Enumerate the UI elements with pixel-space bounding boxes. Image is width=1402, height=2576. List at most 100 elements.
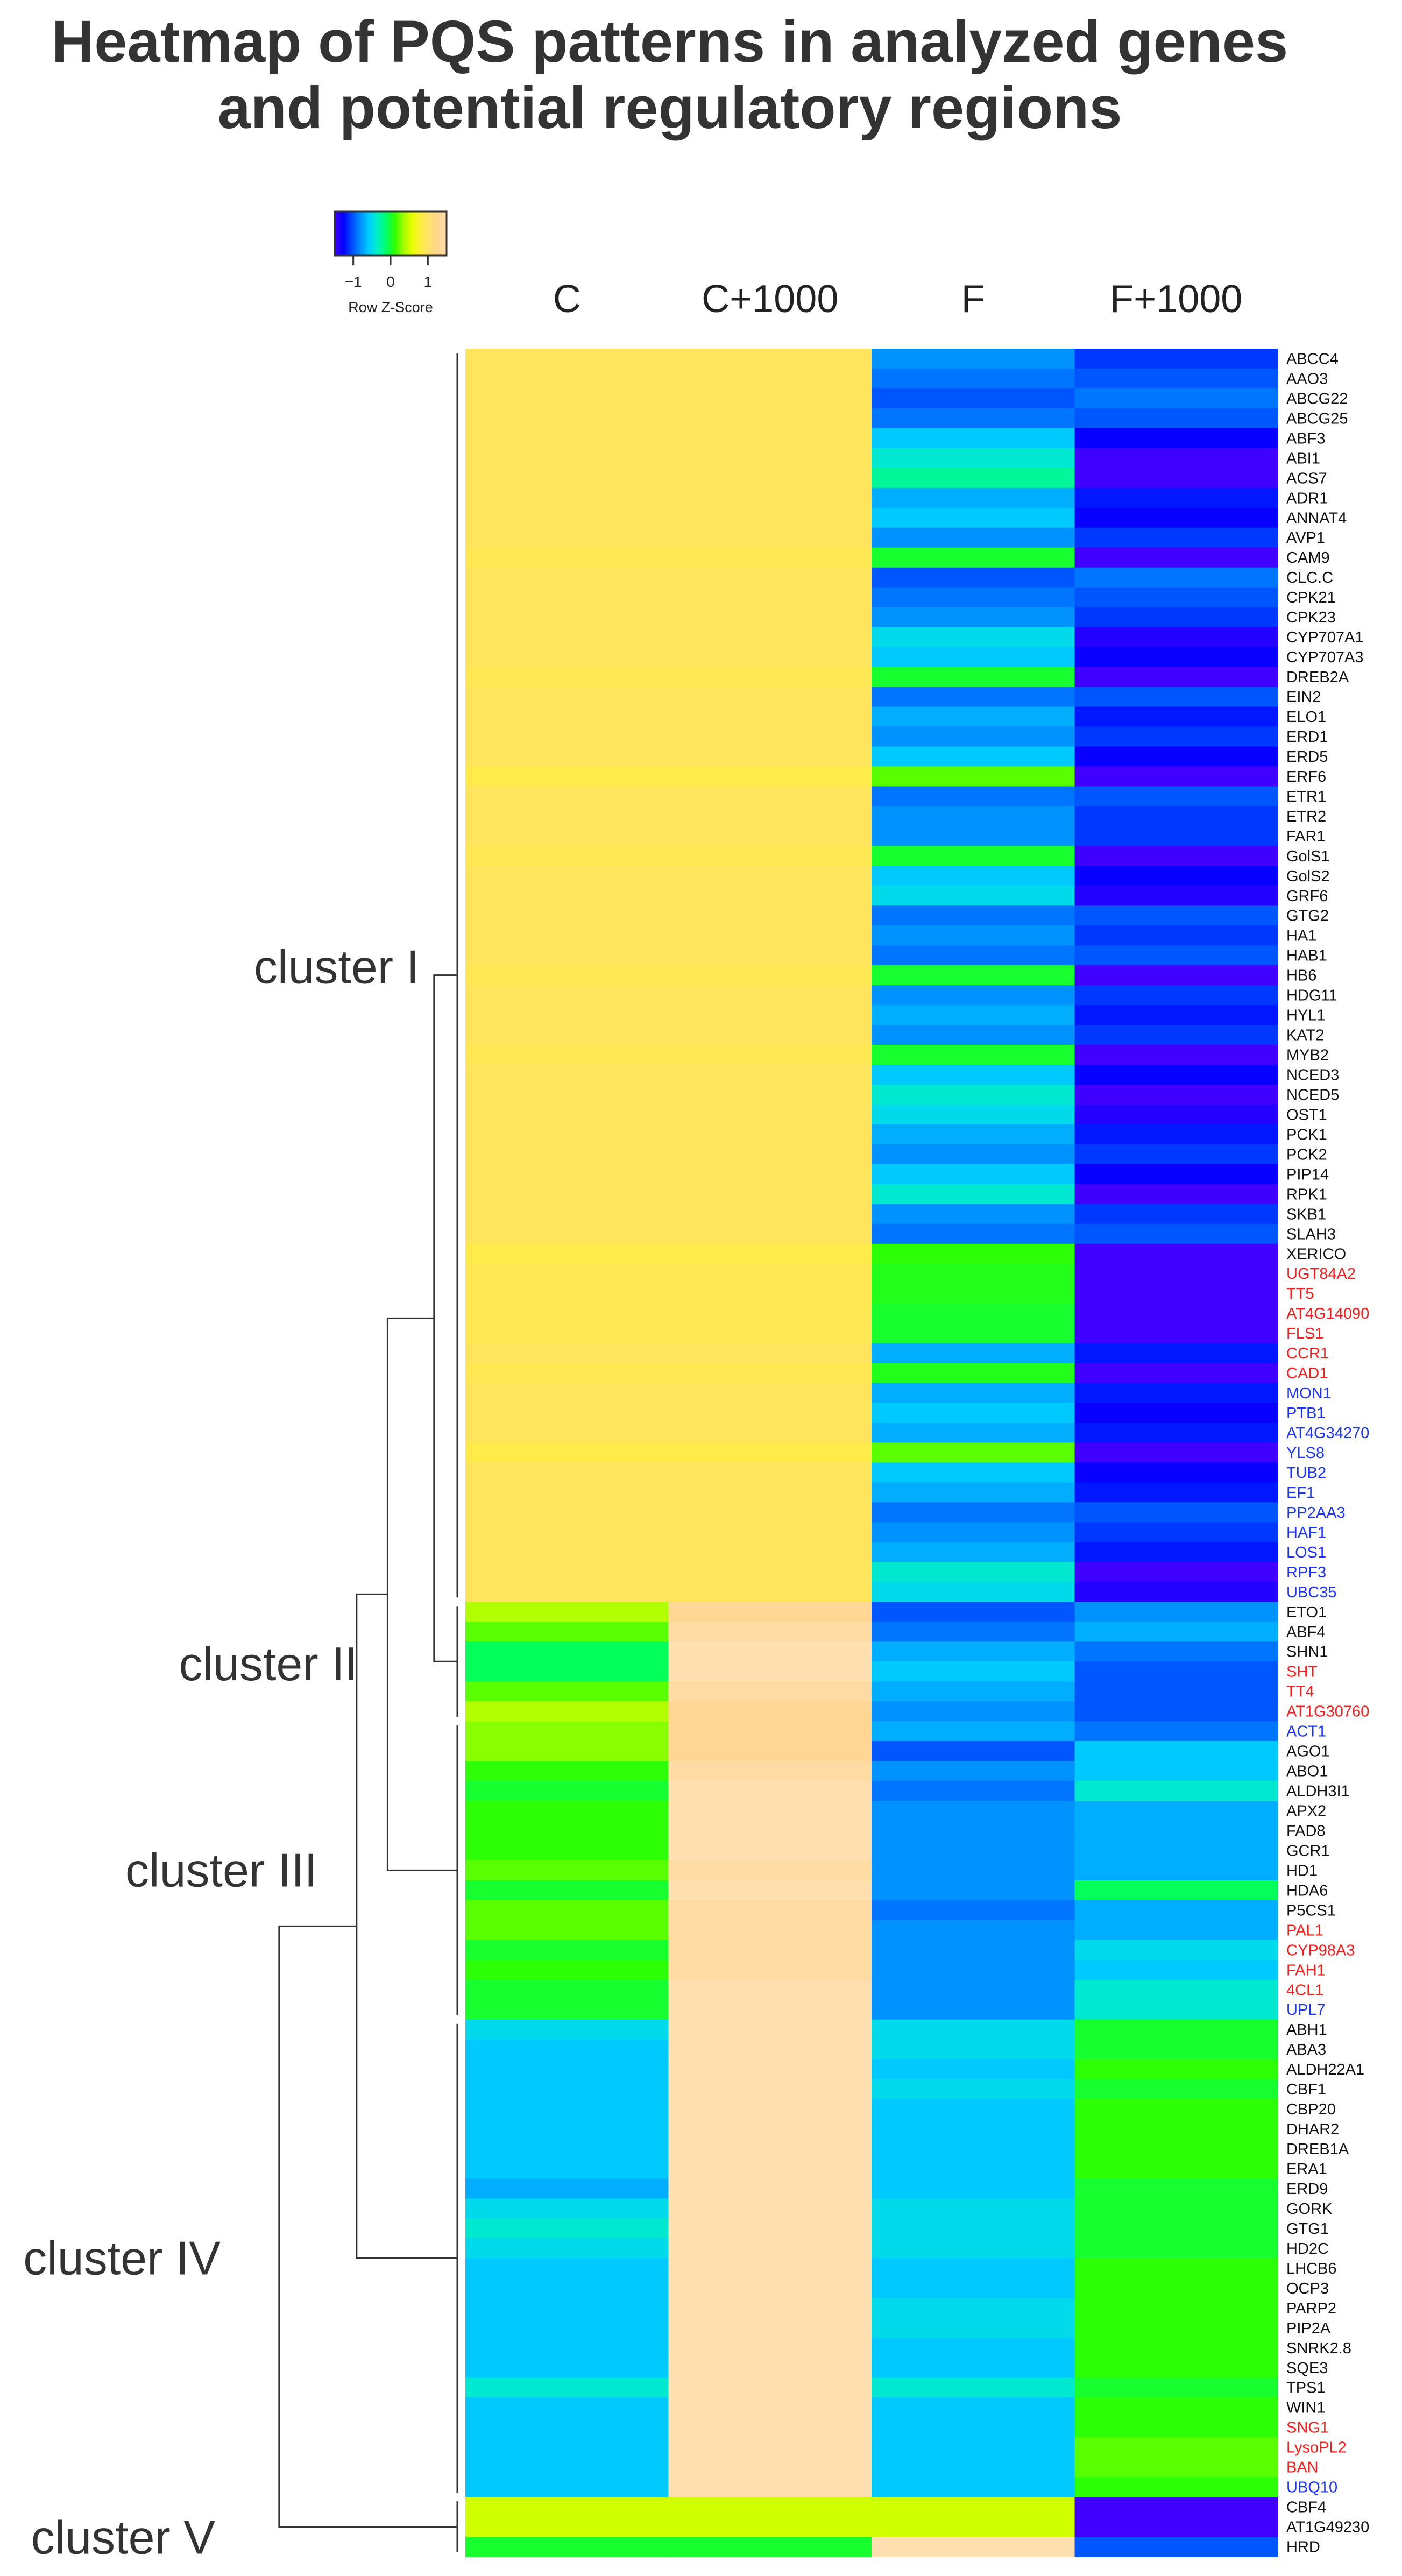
row-label: BAN xyxy=(1286,2459,1319,2476)
row-label: RPK1 xyxy=(1286,1186,1327,1203)
heatmap-cell xyxy=(1074,527,1278,548)
heatmap-cell xyxy=(872,507,1075,528)
heatmap-cell xyxy=(465,1979,669,2000)
heatmap-cell xyxy=(668,1781,872,1801)
heatmap-cell xyxy=(1074,1184,1278,1205)
row-label: GRF6 xyxy=(1286,888,1328,905)
heatmap-cell xyxy=(465,1781,669,1801)
heatmap-cell xyxy=(1074,985,1278,1006)
heatmap-cell xyxy=(668,1542,872,1563)
heatmap-cell xyxy=(465,806,669,827)
heatmap-cell xyxy=(465,527,669,548)
heatmap-cell xyxy=(668,905,872,926)
heatmap-cell xyxy=(1074,1144,1278,1165)
heatmap-cell xyxy=(872,1622,1075,1643)
heatmap-cell xyxy=(668,607,872,628)
heatmap-cell xyxy=(465,2457,669,2478)
heatmap-cell xyxy=(668,1482,872,1503)
row-label: PTB1 xyxy=(1286,1405,1326,1422)
heatmap-cell xyxy=(668,1840,872,1861)
heatmap-cell xyxy=(1074,2278,1278,2299)
heatmap-cell xyxy=(668,1502,872,1523)
heatmap-cell xyxy=(872,1223,1075,1244)
heatmap-cell xyxy=(872,746,1075,767)
heatmap-cell xyxy=(872,706,1075,727)
heatmap-cell xyxy=(465,2059,669,2080)
heatmap-cell xyxy=(1074,1979,1278,2000)
heatmap-cell xyxy=(1074,647,1278,668)
heatmap-cell xyxy=(1074,1840,1278,1861)
heatmap-cell xyxy=(465,1263,669,1284)
dendrogram-branch xyxy=(386,1317,457,1871)
row-label: HDA6 xyxy=(1286,1882,1328,1899)
heatmap-cell xyxy=(465,1661,669,1682)
dendrogram-branch xyxy=(278,1925,457,2528)
heatmap-cell xyxy=(872,1562,1075,1583)
heatmap-cell xyxy=(1074,1045,1278,1065)
heatmap-cell xyxy=(465,1343,669,1364)
heatmap-cell xyxy=(465,2417,669,2438)
row-label: AGO1 xyxy=(1286,1743,1330,1760)
color-key-tick-label: 0 xyxy=(386,273,395,290)
row-label: ERD1 xyxy=(1286,728,1328,746)
row-label: ELO1 xyxy=(1286,709,1326,726)
row-label: LysoPL2 xyxy=(1286,2439,1347,2457)
heatmap-cell xyxy=(465,2238,669,2259)
heatmap-cell xyxy=(465,2437,669,2458)
heatmap-cell xyxy=(1074,1223,1278,1244)
heatmap-cell xyxy=(872,2338,1075,2359)
heatmap-cell xyxy=(872,1801,1075,1821)
heatmap-cell xyxy=(668,766,872,787)
row-label: AT1G30760 xyxy=(1286,1703,1369,1721)
heatmap-cell xyxy=(1074,1959,1278,1980)
row-label: DREB1A xyxy=(1286,2141,1349,2158)
row-label: FLS1 xyxy=(1286,1325,1323,1342)
heatmap-cell xyxy=(668,368,872,389)
heatmap-cell xyxy=(465,547,669,568)
heatmap-cell xyxy=(872,1045,1075,1065)
heatmap-cell xyxy=(668,1005,872,1025)
heatmap-cell xyxy=(465,1124,669,1145)
heatmap-cell xyxy=(465,1184,669,1205)
heatmap-cell xyxy=(465,349,669,369)
row-label: CCR1 xyxy=(1286,1345,1329,1362)
heatmap-cell xyxy=(1074,866,1278,887)
heatmap-cell xyxy=(465,2298,669,2319)
heatmap-cell xyxy=(465,1303,669,1324)
heatmap-cell xyxy=(1074,1562,1278,1583)
heatmap-cell xyxy=(872,2397,1075,2418)
heatmap-cell xyxy=(465,627,669,648)
row-label: HD2C xyxy=(1286,2240,1329,2257)
row-label: ABF4 xyxy=(1286,1624,1326,1641)
heatmap-cell xyxy=(872,1442,1075,1463)
heatmap-cell xyxy=(872,2019,1075,2040)
heatmap-cell xyxy=(872,349,1075,369)
heatmap-cell xyxy=(465,1542,669,1563)
heatmap-cell xyxy=(465,468,669,489)
dendrogram-branch xyxy=(356,1593,457,2259)
row-dendrogram xyxy=(278,353,458,2552)
cluster-labels: cluster I cluster II cluster III cluster IV… xyxy=(23,940,420,2564)
heatmap-cell xyxy=(465,487,669,508)
heatmap-cell xyxy=(1074,388,1278,409)
heatmap-cell xyxy=(465,766,669,787)
heatmap-cell xyxy=(872,2139,1075,2160)
heatmap-cell xyxy=(668,1582,872,1603)
heatmap-cell xyxy=(1074,468,1278,489)
heatmap-cell xyxy=(872,408,1075,429)
heatmap-cell xyxy=(1074,1542,1278,1563)
heatmap-cell xyxy=(1074,826,1278,847)
heatmap-cell xyxy=(872,1860,1075,1881)
heatmap-cell xyxy=(668,1999,872,2020)
row-label: ACS7 xyxy=(1286,470,1327,487)
row-label: LHCB6 xyxy=(1286,2260,1337,2277)
heatmap-cell xyxy=(1074,2238,1278,2259)
heatmap-cell xyxy=(668,886,872,907)
heatmap-cell xyxy=(668,746,872,767)
heatmap-cell xyxy=(668,2079,872,2100)
heatmap-cell xyxy=(465,1243,669,1264)
row-label: WIN1 xyxy=(1286,2400,1326,2417)
row-label: TT5 xyxy=(1286,1285,1314,1303)
row-label: CBF1 xyxy=(1286,2081,1326,2098)
heatmap-cell xyxy=(872,1920,1075,1941)
